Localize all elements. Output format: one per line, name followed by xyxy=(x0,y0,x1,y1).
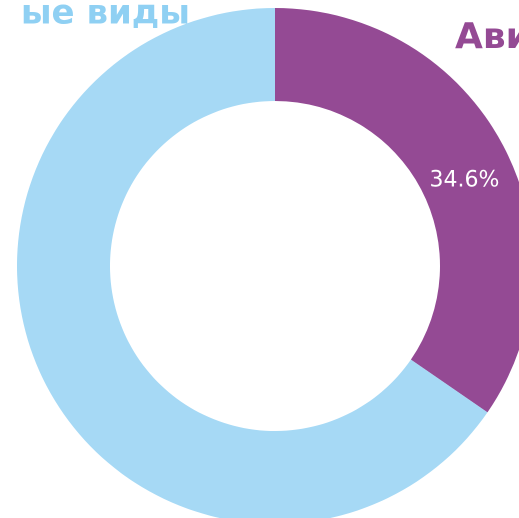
donut-segment xyxy=(275,8,519,413)
category-label: ые виды xyxy=(21,0,190,33)
donut-segment xyxy=(17,8,488,518)
data-label: 34.6% xyxy=(429,167,499,192)
category-label: Ави xyxy=(455,16,519,57)
